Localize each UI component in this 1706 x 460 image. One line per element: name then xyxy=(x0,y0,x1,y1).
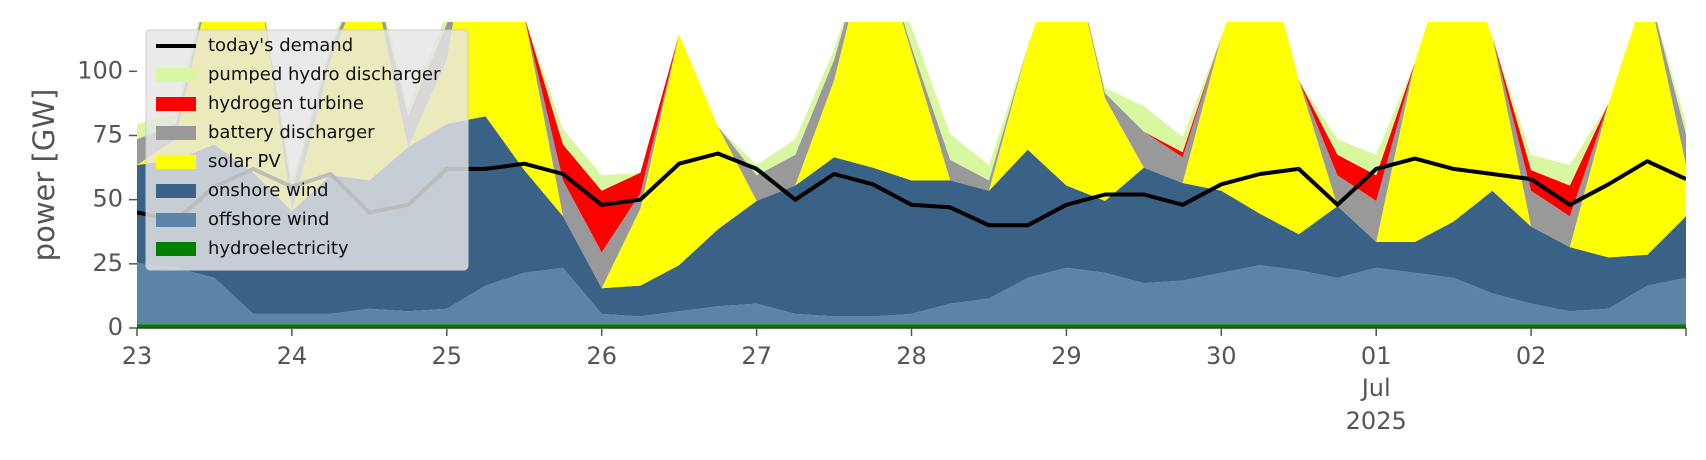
x-tick-label: 27 xyxy=(741,342,772,370)
x-tick-label: 30 xyxy=(1206,342,1237,370)
y-tick-label: 75 xyxy=(92,121,123,149)
x-tick-label: 26 xyxy=(586,342,617,370)
legend-label: solar PV xyxy=(208,151,281,172)
axes: 0 25 50 75 100 23 24 25 26 27 28 29 30 01 Jul 2025 02 xyxy=(77,56,1687,435)
legend-swatch xyxy=(156,97,196,111)
legend-label: offshore wind xyxy=(208,209,330,230)
legend-swatch xyxy=(156,126,196,140)
area-hydroelectricity xyxy=(137,324,1686,328)
plot-area xyxy=(137,22,1686,328)
legend-swatch xyxy=(156,68,196,82)
x-tick-label: 23 xyxy=(122,342,153,370)
y-axis-title: power [GW] xyxy=(27,89,61,262)
y-tick-label: 50 xyxy=(92,185,123,213)
legend-label: hydrogen turbine xyxy=(208,93,364,114)
x-tick-label: 02 xyxy=(1516,342,1547,370)
area-onshore-wind xyxy=(137,116,1686,317)
x-tick-label: 29 xyxy=(1051,342,1082,370)
legend: today's demand pumped hydro discharger hyd… xyxy=(145,29,469,271)
plot-clip-group xyxy=(137,22,1686,328)
x-tick-label: 01 xyxy=(1361,342,1392,370)
legend-label: battery discharger xyxy=(208,122,375,143)
legend-label: hydroelectricity xyxy=(208,238,349,259)
x-tick-month: Jul xyxy=(1360,374,1391,402)
legend-swatch xyxy=(156,242,196,256)
legend-swatch xyxy=(156,184,196,198)
legend-label: onshore wind xyxy=(208,180,329,201)
legend-label: today's demand xyxy=(208,35,353,56)
area-solar-pv xyxy=(137,22,1686,289)
legend-swatch xyxy=(156,213,196,227)
x-tick-year: 2025 xyxy=(1346,407,1407,435)
y-tick-label: 25 xyxy=(92,249,123,277)
x-tick-label: 28 xyxy=(896,342,927,370)
y-tick-label: 0 xyxy=(108,313,123,341)
x-tick-label: 25 xyxy=(432,342,463,370)
legend-swatch xyxy=(156,155,196,169)
x-tick-label: 24 xyxy=(277,342,308,370)
legend-label: pumped hydro discharger xyxy=(208,64,441,85)
y-tick-label: 100 xyxy=(77,56,123,84)
area-offshore-wind xyxy=(137,262,1686,325)
legend-box xyxy=(145,29,469,271)
